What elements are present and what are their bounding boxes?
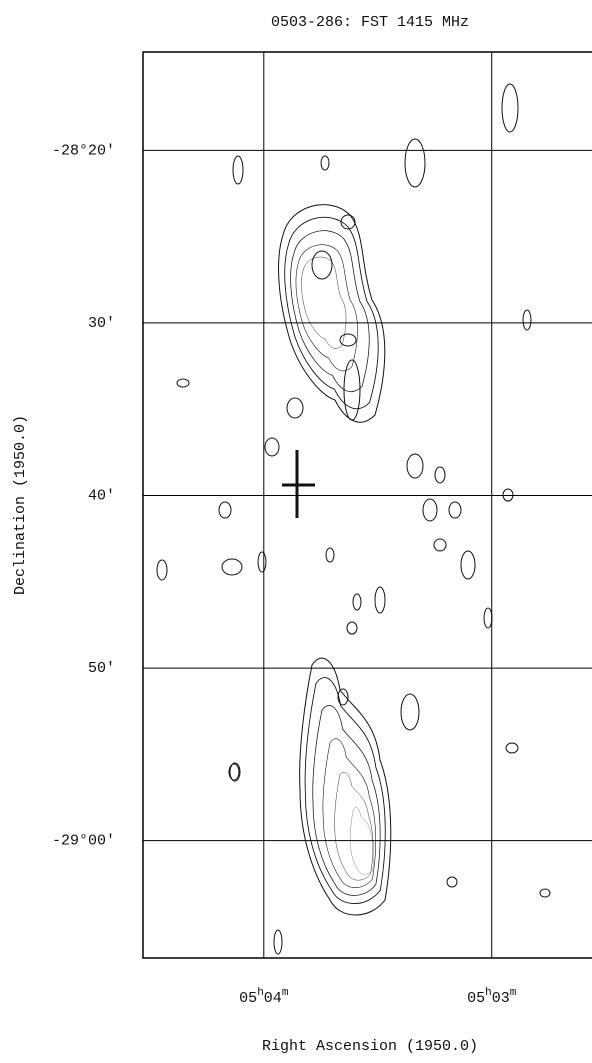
y-axis-label: Declination (1950.0) [12,415,29,595]
compact-source [405,139,425,187]
y-tick-label: 40' [88,487,115,504]
y-tick-label: 30' [88,315,115,332]
y-tick-label: 50' [88,660,115,677]
compact-source [502,84,518,132]
x-tick-label: 05h03m [467,987,517,1007]
y-tick-label: -29°00' [52,833,115,850]
chart: 0503-286: FST 1415 MHz Declination (1950… [0,0,592,1063]
chart-title: 0503-286: FST 1415 MHz [271,14,469,31]
small-sources [157,156,550,954]
x-tick-label: 05h04m [239,987,289,1007]
contours [157,84,550,954]
compact-source [401,694,419,730]
y-tick-label: -28°20' [52,142,115,159]
lower-lobe [300,658,391,915]
x-axis-label: Right Ascension (1950.0) [262,1038,478,1055]
plot-frame [143,52,592,958]
upper-lobe [279,205,385,423]
optical-position-cross [282,450,315,518]
